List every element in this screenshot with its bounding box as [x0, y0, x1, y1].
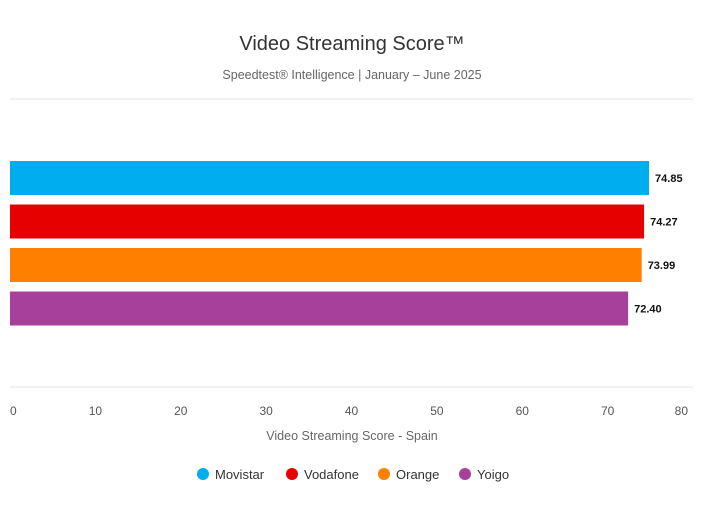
bar-vodafone — [10, 204, 645, 239]
x-tick-label: 30 — [259, 404, 273, 418]
legend: Movistar Vodafone Orange Yoigo — [197, 467, 509, 482]
bars-group: 74.85 74.27 73.99 72.40 — [10, 161, 683, 326]
bar-orange — [10, 248, 642, 282]
x-tick-label: 80 — [675, 404, 689, 418]
legend-marker-vodafone — [286, 468, 298, 480]
x-tick-label: 50 — [430, 404, 444, 418]
x-tick-label: 70 — [601, 404, 615, 418]
x-tick-label: 40 — [345, 404, 359, 418]
legend-marker-movistar — [197, 468, 209, 480]
x-tick-label: 60 — [516, 404, 530, 418]
x-tick-label: 0 — [10, 404, 17, 418]
data-label-movistar: 74.85 — [655, 173, 683, 185]
x-axis-ticks: 0 10 20 30 40 50 60 70 80 — [10, 404, 688, 418]
legend-marker-yoigo — [459, 468, 471, 480]
legend-label-movistar: Movistar — [215, 467, 265, 482]
legend-label-vodafone: Vodafone — [304, 467, 359, 482]
data-label-vodafone: 74.27 — [650, 217, 678, 229]
legend-label-yoigo: Yoigo — [477, 467, 509, 482]
data-label-orange: 73.99 — [648, 260, 676, 272]
x-tick-label: 10 — [89, 404, 103, 418]
legend-marker-orange — [378, 468, 390, 480]
bar-yoigo — [10, 291, 629, 326]
chart-subtitle: Speedtest® Intelligence | January – June… — [222, 68, 481, 82]
chart-title: Video Streaming Score™ — [239, 33, 464, 55]
x-axis-title: Video Streaming Score - Spain — [266, 429, 437, 443]
legend-label-orange: Orange — [396, 467, 439, 482]
bar-movistar — [10, 161, 650, 195]
x-tick-label: 20 — [174, 404, 188, 418]
data-label-yoigo: 72.40 — [634, 304, 662, 316]
